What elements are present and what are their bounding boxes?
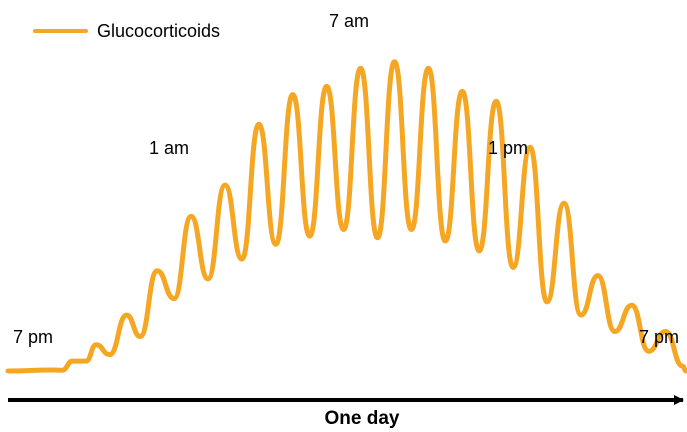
glucocorticoids-line — [5, 59, 687, 374]
x-axis-label: One day — [325, 408, 400, 429]
annotation-7pm-end: 7 pm — [639, 327, 679, 347]
annotation-7pm-start: 7 pm — [13, 327, 53, 347]
annotation-1pm: 1 pm — [488, 138, 528, 158]
annotations: 7 pm 1 am 7 am 1 pm 7 pm — [13, 11, 679, 347]
legend: Glucocorticoids — [33, 21, 220, 41]
legend-label: Glucocorticoids — [97, 21, 220, 41]
annotation-1am: 1 am — [149, 138, 189, 158]
annotation-7am: 7 am — [329, 11, 369, 31]
